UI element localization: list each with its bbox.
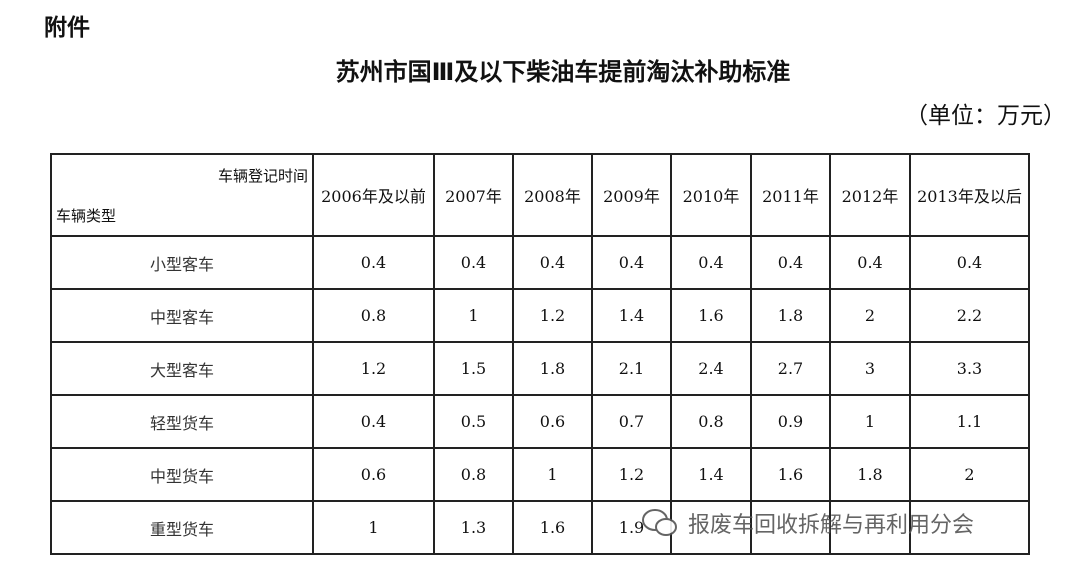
row: 中型客车 0.8 1 1.2 1.4 1.6 1.8 2 2.2 [50, 288, 1030, 343]
cell: 3.3 [909, 341, 1030, 396]
cell: 0.4 [909, 235, 1030, 290]
cell: 0.8 [670, 394, 752, 449]
column-header: 2006年及以前 [312, 153, 435, 237]
cell: 1.2 [591, 447, 672, 502]
cell: 2 [829, 288, 911, 343]
cell: 2.1 [591, 341, 672, 396]
cell [909, 500, 1030, 555]
cell: 0.4 [591, 235, 672, 290]
attachment-label: 附件 [44, 15, 90, 41]
cell: 1.6 [512, 500, 593, 555]
cell: 0.8 [433, 447, 514, 502]
cell: 1 [829, 394, 911, 449]
column-header: 2010年 [670, 153, 752, 237]
cell: 0.4 [512, 235, 593, 290]
title: 苏州市国Ⅲ及以下柴油车提前淘汰补助标准 [335, 58, 791, 86]
cell: 0.5 [433, 394, 514, 449]
watermark: 报废车回收拆解与再利用分会 [640, 506, 974, 540]
row-label: 大型客车 [50, 341, 314, 396]
cell: 1.6 [670, 288, 752, 343]
column-header: 2009年 [591, 153, 672, 237]
cell: 2.4 [670, 341, 752, 396]
corner: 车辆登记时间车辆类型 [52, 155, 312, 235]
cell: 2.7 [750, 341, 831, 396]
cell: 1.8 [829, 447, 911, 502]
cell: 0.6 [312, 447, 435, 502]
row-label: 小型客车 [50, 235, 314, 290]
row: 大型客车 1.2 1.5 1.8 2.1 2.4 2.7 3 3.3 [50, 341, 1030, 396]
cell [829, 500, 911, 555]
row-label: 轻型货车 [50, 394, 314, 449]
cell: 2.2 [909, 288, 1030, 343]
cell: 0.9 [750, 394, 831, 449]
cell: 1 [512, 447, 593, 502]
row-label: 中型客车 [50, 288, 314, 343]
column-header: 2011年 [750, 153, 831, 237]
cell: 1.2 [312, 341, 435, 396]
cell: 1.1 [909, 394, 1030, 449]
row: 重型货车 1 1.3 1.6 1.9 [50, 500, 1030, 555]
cell: 1.3 [433, 500, 514, 555]
cell: 0.4 [312, 235, 435, 290]
wechat-icon [642, 509, 677, 536]
corner-bottom: 车辆类型 [56, 207, 117, 225]
row: 小型客车 0.4 0.4 0.4 0.4 0.4 0.4 0.4 0.4 [50, 235, 1030, 290]
cell: 1.6 [750, 447, 831, 502]
column-header: 2013年及以后 [909, 153, 1030, 237]
watermark-text: 报废车回收拆解与再利用分会 [688, 513, 975, 538]
cell: 0.8 [312, 288, 435, 343]
corner-top: 车辆登记时间 [217, 167, 308, 185]
row: 轻型货车 0.4 0.5 0.6 0.7 0.8 0.9 1 1.1 [50, 394, 1030, 449]
corner-cell: 车辆登记时间车辆类型 [50, 153, 314, 237]
cell: 0.4 [829, 235, 911, 290]
cell [750, 500, 831, 555]
cell: 1.5 [433, 341, 514, 396]
row-label: 重型货车 [50, 500, 314, 555]
header-row: 车辆登记时间 车辆类型 2006年及以前 2007年 2008年 2009年 2010年 20… [50, 153, 1030, 237]
column-header: 2007年 [433, 153, 514, 237]
cell: 2 [909, 447, 1030, 502]
cell: 0.4 [312, 394, 435, 449]
cell: 1.4 [670, 447, 752, 502]
cell: 0.4 [750, 235, 831, 290]
row-label: 中型货车 [50, 447, 314, 502]
cell: 3 [829, 341, 911, 396]
column-header: 2012年 [829, 153, 911, 237]
cell: 1.8 [750, 288, 831, 343]
cell: 0.6 [512, 394, 593, 449]
row: 中型货车 0.6 0.8 1 1.2 1.4 1.6 1.8 2 [50, 447, 1030, 502]
cell: 0.4 [670, 235, 752, 290]
cell: 0.4 [433, 235, 514, 290]
unit: （单位：万元） [905, 103, 1066, 129]
cell: 1.8 [512, 341, 593, 396]
cell: 0.7 [591, 394, 672, 449]
cell [670, 500, 752, 555]
cell: 1.4 [591, 288, 672, 343]
subsidy-table: 车辆登记时间 车辆类型 2006年及以前 2007年 2008年 2009年 2010年 20… [50, 153, 1030, 555]
cell: 1 [312, 500, 435, 555]
cell: 1.2 [512, 288, 593, 343]
cell: 1 [433, 288, 514, 343]
column-header: 2008年 [512, 153, 593, 237]
